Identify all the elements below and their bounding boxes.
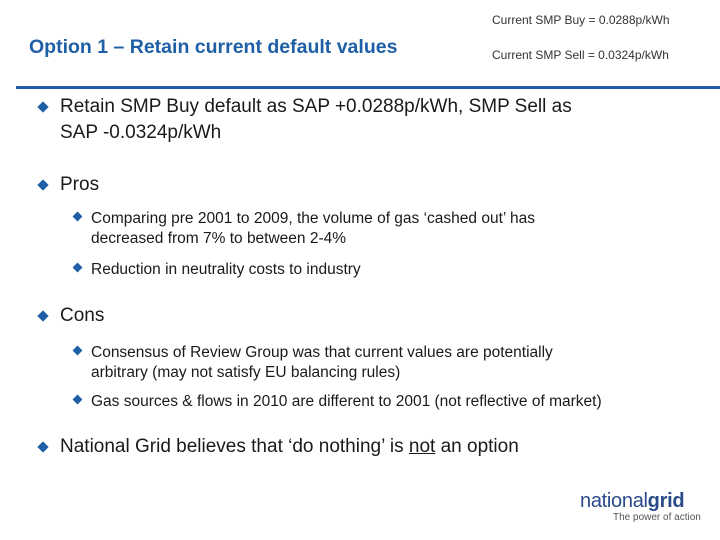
cons-heading: Cons: [60, 305, 105, 326]
bullet-text-line: SAP -0.0324p/kWh: [60, 122, 222, 143]
logo-word-grid: grid: [647, 490, 685, 512]
national-grid-logo: nationalgrid The power of action: [580, 490, 701, 523]
diamond-icon: [37, 310, 49, 322]
diamond-icon: [72, 345, 83, 356]
logo-word-national: national: [580, 490, 648, 512]
logo-tagline: The power of action: [613, 512, 701, 523]
bullet-text: National Grid believes that ‘do nothing’…: [60, 435, 519, 459]
sub-bullet-text-line: Consensus of Review Group was that curre…: [91, 344, 553, 361]
sub-bullet-text-line: arbitrary (may not satisfy EU balancing …: [91, 364, 401, 381]
title-divider: [16, 86, 720, 89]
smp-sell-value: Current SMP Sell = 0.0324p/kWh: [492, 48, 669, 62]
sub-bullet-text-line: decreased from 7% to between 2-4%: [91, 230, 347, 247]
logo-wordmark: nationalgrid: [580, 490, 685, 513]
bullet-text-line: Retain SMP Buy default as SAP +0.0288p/k…: [60, 96, 572, 117]
statement-text: National Grid believes that ‘do nothing’…: [60, 436, 409, 457]
emphasis-not: not: [408, 436, 436, 457]
page-title: Option 1 – Retain current default values: [29, 36, 398, 58]
diamond-icon: [37, 441, 49, 453]
pros-heading: Pros: [60, 174, 100, 195]
sub-bullet-text: Gas sources & flows in 2010 are differen…: [91, 393, 602, 410]
smp-buy-value: Current SMP Buy = 0.0288p/kWh: [492, 13, 670, 27]
diamond-icon: [37, 101, 49, 113]
diamond-icon: [72, 211, 83, 222]
diamond-icon: [72, 262, 83, 273]
statement-text-end: an option: [435, 436, 519, 457]
diamond-icon: [37, 179, 49, 191]
sub-bullet-text: Reduction in neutrality costs to industr…: [91, 261, 361, 278]
diamond-icon: [72, 394, 83, 405]
sub-bullet-text-line: Comparing pre 2001 to 2009, the volume o…: [91, 210, 536, 227]
